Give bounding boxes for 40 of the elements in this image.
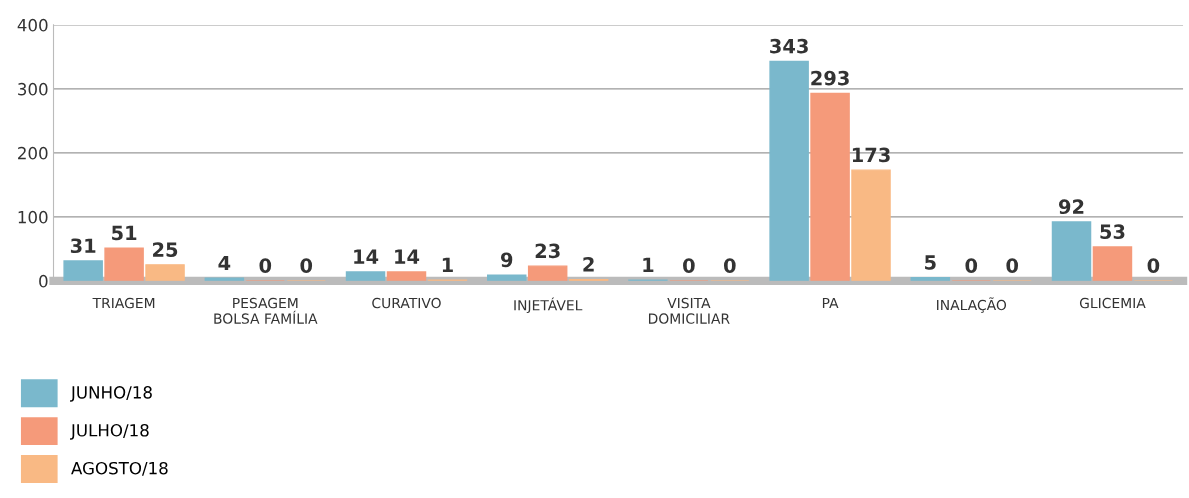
data-label: 343 bbox=[770, 38, 808, 54]
y-tick-label: 300 bbox=[18, 82, 48, 96]
data-label: 293 bbox=[811, 70, 849, 86]
x-tick-label: VISITA DOMICILIAR bbox=[648, 297, 730, 324]
data-label: 51 bbox=[112, 225, 137, 241]
data-label: 4 bbox=[218, 255, 231, 271]
x-tick-label: CURATIVO bbox=[372, 297, 441, 309]
data-label: 92 bbox=[1058, 199, 1084, 215]
legend-label: JUNHO/18 bbox=[70, 386, 152, 402]
data-label: 0 bbox=[683, 258, 695, 273]
data-label: 0 bbox=[965, 258, 978, 273]
x-tick-label: PA bbox=[822, 297, 839, 309]
data-label: 173 bbox=[852, 147, 890, 163]
x-tick-label: PESAGEM BOLSA FAMÍLIA bbox=[214, 297, 318, 324]
data-label: 14 bbox=[354, 249, 379, 264]
data-label: 2 bbox=[583, 256, 594, 272]
y-tick-label: 400 bbox=[17, 18, 48, 32]
data-label: 9 bbox=[500, 252, 513, 268]
data-label: 25 bbox=[153, 242, 178, 257]
legend-label: AGOSTO/18 bbox=[71, 461, 168, 476]
y-tick-label: 0 bbox=[39, 274, 48, 288]
y-tick-label: 200 bbox=[18, 146, 48, 160]
data-label: 0 bbox=[723, 258, 736, 273]
data-label: 31 bbox=[70, 238, 96, 254]
x-tick-label: TRIAGEM bbox=[92, 297, 155, 309]
y-tick-label: 100 bbox=[18, 210, 48, 224]
x-tick-label: INALAÇÃO bbox=[937, 297, 1007, 313]
data-label: 14 bbox=[395, 249, 420, 264]
data-label: 1 bbox=[643, 257, 654, 273]
x-tick-label: GLICEMIA bbox=[1079, 297, 1146, 309]
data-label: 53 bbox=[1100, 224, 1125, 240]
data-label: 23 bbox=[535, 243, 560, 259]
legend-label: JULHO/18 bbox=[70, 423, 149, 440]
data-label: 0 bbox=[300, 258, 313, 273]
data-label: 5 bbox=[925, 255, 936, 270]
data-label: 0 bbox=[1006, 258, 1019, 273]
data-label: 0 bbox=[259, 258, 272, 273]
data-label: 0 bbox=[1147, 258, 1160, 273]
data-label: 1 bbox=[442, 257, 453, 273]
x-tick-label: INJETÁVEL bbox=[514, 297, 583, 314]
